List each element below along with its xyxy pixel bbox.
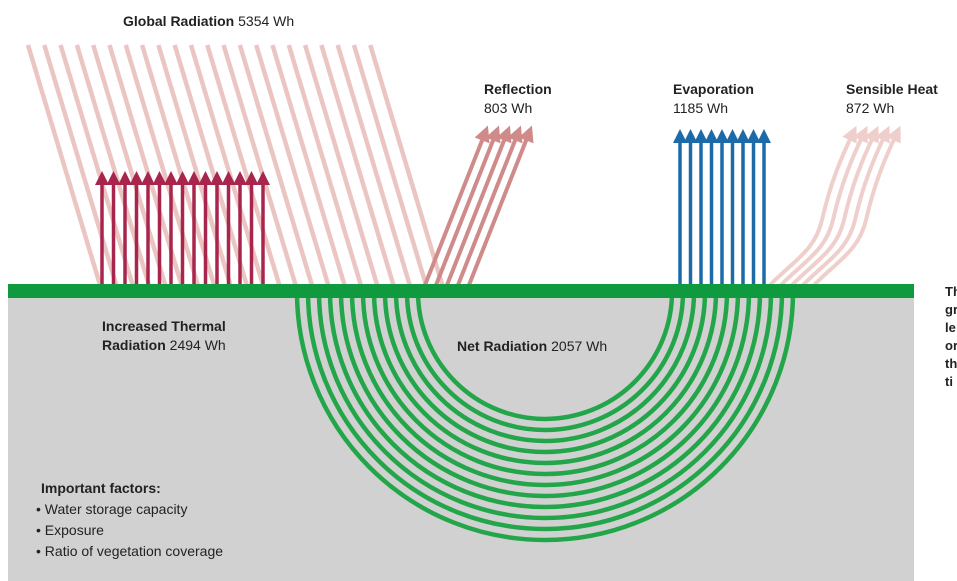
global-radiation-ray	[335, 44, 412, 286]
reflection-arrow	[467, 125, 534, 286]
global-radiation-ray	[351, 44, 429, 286]
global-radiation-ray	[58, 44, 135, 286]
reflection-arrow	[423, 125, 490, 286]
reflection-arrow	[456, 125, 523, 286]
factors-title: Important factors:	[41, 480, 161, 496]
net-radiation-arc	[349, 291, 741, 488]
global-radiation-ray	[42, 44, 119, 286]
factor-item: • Water storage capacity	[36, 501, 188, 517]
reflection-arrow	[445, 125, 512, 286]
net-radiation-arc	[327, 291, 763, 510]
net-radiation-arcs	[294, 291, 796, 543]
sensible-heat-arrow	[779, 125, 868, 287]
sensible-heat-arrow	[812, 125, 901, 287]
side-note-truncated: Th gr le or th ti	[945, 284, 957, 389]
net-radiation-label: Net Radiation 2057 Wh	[457, 338, 608, 354]
reflection-arrows	[423, 125, 534, 286]
global-radiation-ray	[270, 44, 347, 286]
global-radiation-ray	[221, 44, 298, 286]
global-radiation-ray	[237, 44, 315, 286]
global-radiation-ray	[172, 44, 249, 286]
global-radiation-ray	[123, 44, 200, 286]
global-radiation-label: Global Radiation 5354 Wh	[123, 13, 295, 29]
sensible-heat-arrows	[768, 125, 901, 287]
ground-surface-line	[8, 284, 914, 298]
evaporation-arrows	[673, 129, 771, 285]
evaporation-label: Evaporation 1185 Wh	[673, 81, 754, 116]
global-radiation-ray	[25, 44, 103, 286]
net-radiation-arc	[294, 291, 796, 543]
sensible-heat-label: Sensible Heat 872 Wh	[846, 81, 938, 116]
net-radiation-arc	[382, 291, 708, 455]
global-radiation-ray	[319, 44, 396, 286]
net-radiation-arc	[393, 291, 697, 444]
factor-item: • Ratio of vegetation coverage	[36, 543, 224, 559]
net-radiation-arc	[338, 291, 752, 499]
factor-item: • Exposure	[36, 522, 104, 538]
global-radiation-ray	[254, 44, 331, 286]
thermal-radiation-label: Increased Thermal Radiation 2494 Wh	[102, 318, 226, 353]
global-radiation-ray	[139, 44, 217, 286]
global-radiation-ray	[286, 44, 363, 286]
global-radiation-rays	[25, 44, 445, 286]
sensible-heat-arrow	[790, 125, 879, 287]
net-radiation-arc	[305, 291, 785, 532]
reflection-label: Reflection 803 Wh	[484, 81, 552, 116]
net-radiation-arc	[316, 291, 774, 521]
important-factors: Important factors: • Water storage capac…	[36, 478, 223, 562]
global-radiation-ray	[368, 44, 445, 286]
net-radiation-arc	[404, 291, 686, 433]
global-radiation-ray	[302, 44, 380, 286]
global-radiation-ray	[205, 44, 282, 286]
net-radiation-arc	[371, 291, 719, 466]
thermal-radiation-arrows	[95, 171, 270, 286]
sensible-heat-arrow	[768, 125, 857, 287]
net-radiation-arc	[360, 291, 730, 477]
sensible-heat-arrow	[801, 125, 890, 287]
net-radiation-arc	[415, 291, 675, 422]
reflection-arrow	[434, 125, 501, 286]
global-radiation-ray	[91, 44, 168, 286]
